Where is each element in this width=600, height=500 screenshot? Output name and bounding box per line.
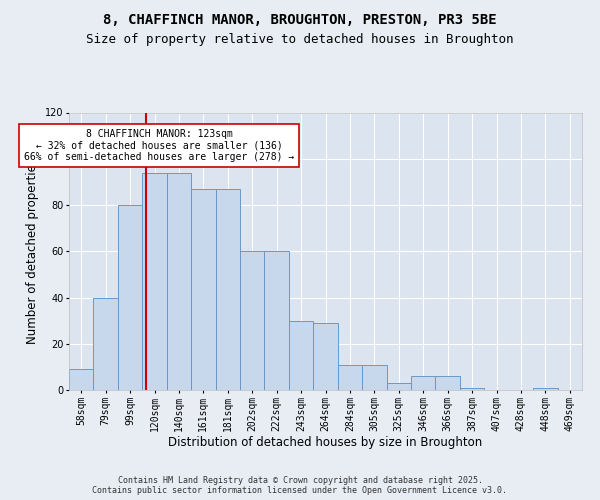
X-axis label: Distribution of detached houses by size in Broughton: Distribution of detached houses by size …	[169, 436, 482, 450]
Bar	[533, 388, 557, 390]
Y-axis label: Number of detached properties: Number of detached properties	[26, 158, 40, 344]
Bar	[313, 323, 338, 390]
Text: Size of property relative to detached houses in Broughton: Size of property relative to detached ho…	[86, 32, 514, 46]
Bar	[338, 364, 362, 390]
Bar	[386, 383, 411, 390]
Text: Contains HM Land Registry data © Crown copyright and database right 2025.
Contai: Contains HM Land Registry data © Crown c…	[92, 476, 508, 495]
Bar	[94, 298, 118, 390]
Bar	[215, 189, 240, 390]
Text: 8, CHAFFINCH MANOR, BROUGHTON, PRESTON, PR3 5BE: 8, CHAFFINCH MANOR, BROUGHTON, PRESTON, …	[103, 12, 497, 26]
Bar	[460, 388, 484, 390]
Bar	[289, 320, 313, 390]
Bar	[142, 172, 167, 390]
Bar	[118, 205, 142, 390]
Bar	[265, 251, 289, 390]
Bar	[167, 172, 191, 390]
Bar	[362, 364, 386, 390]
Text: 8 CHAFFINCH MANOR: 123sqm
← 32% of detached houses are smaller (136)
66% of semi: 8 CHAFFINCH MANOR: 123sqm ← 32% of detac…	[24, 128, 295, 162]
Bar	[69, 369, 94, 390]
Bar	[411, 376, 436, 390]
Bar	[191, 189, 215, 390]
Bar	[436, 376, 460, 390]
Bar	[240, 251, 265, 390]
